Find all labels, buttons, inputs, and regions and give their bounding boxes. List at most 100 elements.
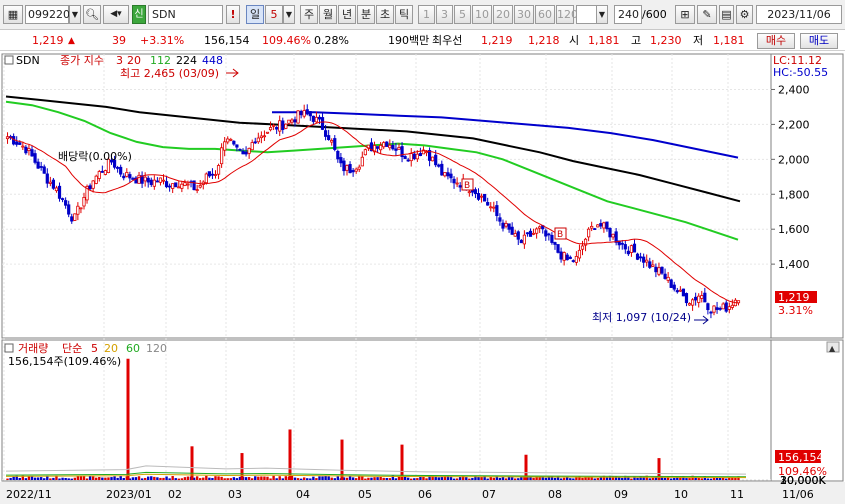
volume-bar [55, 475, 58, 480]
drawing-tools-icon[interactable]: ✎ [697, 5, 717, 24]
candle-body [437, 164, 441, 167]
volume-bar [535, 476, 538, 480]
volume-bar [504, 478, 508, 480]
chart-settings-icon[interactable]: ▦ [3, 5, 23, 24]
volume-bar [269, 478, 272, 480]
volume-bar [250, 478, 254, 480]
data-total-label: /600 [642, 8, 667, 21]
candle-body [388, 144, 392, 149]
volume-bar [501, 476, 505, 480]
candle-body [623, 244, 627, 250]
volume-bar [342, 477, 346, 480]
gear-icon[interactable]: ⚙ [736, 5, 753, 24]
grid-icon[interactable]: ▤ [719, 5, 734, 24]
volume-bar [186, 476, 190, 480]
volume-bar [547, 476, 551, 480]
search-icon[interactable]: 🔍︎ [83, 5, 101, 24]
candle-body [458, 185, 462, 188]
volume-bar [312, 476, 315, 480]
volume-bar [510, 477, 514, 480]
volume-bar [64, 477, 67, 480]
collapse-icon[interactable] [826, 341, 840, 353]
volume-bar [18, 478, 21, 480]
volume-bar [247, 477, 251, 480]
volume-ma60-path [5, 471, 747, 478]
period-week-button[interactable]: 주 [300, 5, 318, 24]
legend-box-icon [4, 55, 14, 65]
candle-body [397, 147, 401, 150]
period-tick-button[interactable]: 틱 [395, 5, 413, 24]
candle-body [483, 193, 487, 202]
candle-body [48, 181, 52, 184]
data-count-field[interactable]: 240 [614, 5, 642, 24]
period-minute-button[interactable]: 분 [357, 5, 375, 24]
volume-bar [663, 477, 667, 480]
volume-bar [660, 476, 664, 480]
candle-body [265, 131, 270, 134]
stock-name-field[interactable]: SDN [148, 5, 223, 24]
sell-button[interactable]: 매도 [800, 33, 838, 49]
warning-button[interactable]: ! [226, 5, 240, 24]
interval-30-button[interactable]: 30 [514, 5, 534, 24]
candle-body [299, 110, 303, 116]
volume-bar [177, 478, 180, 480]
interval-3-button[interactable]: 3 [436, 5, 453, 24]
collapse-caret-icon[interactable]: ▲ [829, 344, 836, 353]
candle-body [642, 256, 646, 263]
legend-stock-name: SDN [16, 54, 40, 67]
stock-code-input[interactable]: 099220 [25, 5, 70, 24]
candle-body [308, 111, 312, 117]
candle-body [626, 250, 630, 255]
period-month-button[interactable]: 월 [319, 5, 337, 24]
candle-body [385, 141, 389, 147]
volume-bar [593, 478, 596, 480]
interval-10-button[interactable]: 10 [472, 5, 492, 24]
volume-bar [624, 475, 627, 480]
volume-bar [333, 478, 336, 480]
candle-body [137, 174, 141, 184]
svg-text:B: B [464, 181, 470, 191]
candle-body [645, 259, 649, 263]
candle-body [476, 193, 481, 200]
indicator-icon[interactable]: ⊞ [675, 5, 695, 24]
volume-bar [345, 477, 349, 480]
period-day-button[interactable]: 일 [246, 5, 264, 24]
period-dropdown-icon[interactable]: ▼ [283, 5, 295, 24]
volume-bar [88, 475, 92, 480]
volume-tick-label: 30,000K [780, 474, 826, 487]
candle-body [427, 150, 432, 161]
candle-body [158, 177, 163, 183]
interval-60-button[interactable]: 60 [535, 5, 555, 24]
interval-120-button[interactable]: 120 [556, 5, 578, 24]
volume-bar [492, 477, 496, 480]
volume-bar [348, 476, 352, 480]
period-multiplier-field[interactable]: 5 [265, 5, 283, 24]
period-year-button[interactable]: 년 [338, 5, 356, 24]
high-price: 1,230 [650, 34, 682, 47]
candle-body [198, 185, 202, 188]
interval-dropdown-icon[interactable]: ▼ [596, 5, 608, 24]
stock-code-dropdown-icon[interactable]: ▼ [69, 5, 81, 24]
volume-bar [495, 475, 499, 480]
volume-bar [171, 476, 174, 480]
period-second-button[interactable]: 초 [376, 5, 394, 24]
interval-1-button[interactable]: 1 [418, 5, 435, 24]
volume-bar [734, 477, 737, 480]
interval-20-button[interactable]: 20 [493, 5, 513, 24]
ma20-line [7, 121, 739, 304]
volume-tag [775, 450, 821, 463]
volume-bar [58, 478, 61, 480]
buy-button[interactable]: 매수 [757, 33, 795, 49]
date-field[interactable]: 2023/11/06 [756, 5, 842, 24]
volume-spike-bar [340, 439, 344, 480]
interval-5-button[interactable]: 5 [454, 5, 471, 24]
candle-body [186, 183, 190, 186]
candle-body [216, 165, 221, 175]
candle-body [528, 230, 533, 237]
volume-bar [474, 475, 477, 480]
speaker-icon[interactable]: ◀▾ [103, 5, 129, 24]
volume-bar [168, 478, 171, 480]
candle-body [654, 266, 658, 273]
volume-bar [116, 477, 119, 480]
